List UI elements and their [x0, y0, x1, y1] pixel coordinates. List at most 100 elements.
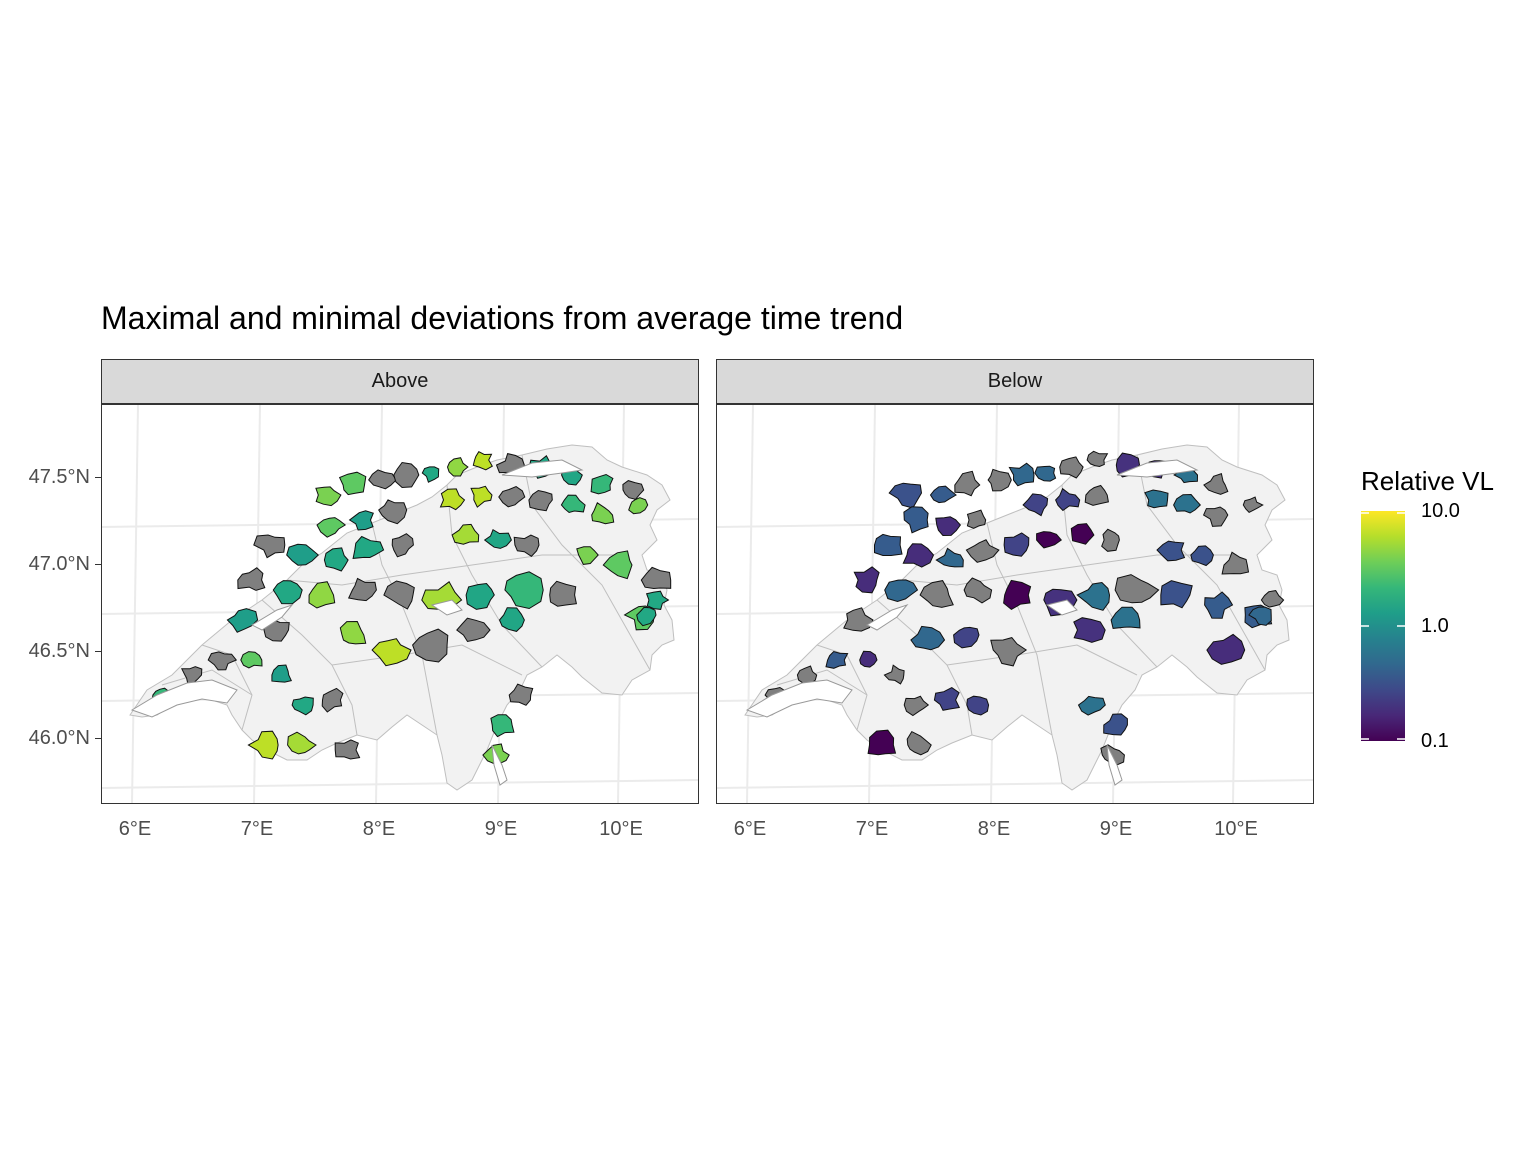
district — [1173, 493, 1201, 514]
panel-above: Above — [101, 359, 699, 804]
chart-title: Maximal and minimal deviations from aver… — [101, 300, 904, 336]
district — [490, 714, 515, 738]
district — [645, 590, 670, 610]
district — [953, 626, 980, 649]
district — [513, 534, 540, 557]
district — [884, 579, 919, 603]
district — [933, 687, 961, 711]
x-tick-label: 7°E — [240, 818, 274, 840]
district — [622, 480, 645, 500]
district — [1034, 465, 1057, 482]
district — [347, 577, 377, 602]
canton-border — [816, 644, 868, 731]
district — [391, 533, 414, 558]
district — [1101, 528, 1120, 552]
district — [859, 650, 878, 668]
district — [963, 577, 993, 604]
canton-border — [946, 644, 1138, 676]
x-tick-label: 10°E — [1214, 818, 1258, 840]
district — [271, 664, 293, 683]
district — [1022, 493, 1049, 517]
graticule-parallel — [102, 779, 698, 789]
district — [1204, 591, 1234, 619]
district — [1160, 580, 1193, 609]
district — [483, 528, 512, 549]
facet-strip-below: Below — [716, 359, 1314, 405]
district — [1036, 531, 1063, 549]
district — [316, 517, 347, 538]
district — [371, 638, 412, 667]
district — [1156, 540, 1186, 562]
district — [1242, 496, 1264, 514]
lake — [430, 599, 463, 616]
district — [903, 506, 929, 534]
district — [1110, 606, 1141, 629]
canton-border — [776, 669, 868, 696]
district — [383, 580, 415, 610]
district — [456, 617, 491, 643]
district — [323, 547, 349, 572]
x-tick-label: 7°E — [855, 818, 889, 840]
district — [903, 695, 930, 717]
district — [338, 471, 367, 496]
y-tick-label: 47.0°N — [28, 553, 90, 575]
canton-border — [1061, 484, 1158, 668]
district — [825, 650, 849, 669]
district — [1100, 744, 1125, 766]
district — [240, 651, 263, 669]
facet-strip-above: Above — [101, 359, 699, 405]
lake — [1106, 744, 1123, 786]
district — [966, 695, 990, 716]
canton-border — [286, 554, 622, 586]
district — [348, 510, 374, 531]
district — [180, 666, 203, 686]
y-tick-mark — [95, 738, 101, 739]
graticule-parallel — [717, 779, 1313, 789]
legend-label-max: 10.0 — [1421, 500, 1460, 522]
district — [237, 567, 266, 591]
district — [591, 502, 615, 525]
district — [446, 457, 469, 477]
district — [1103, 713, 1128, 736]
lake — [865, 603, 909, 631]
district — [906, 730, 932, 756]
district — [590, 473, 614, 495]
district — [1003, 532, 1030, 557]
district — [883, 664, 905, 685]
district — [321, 687, 344, 713]
graticule-meridian — [131, 405, 139, 803]
district — [339, 620, 367, 645]
district — [226, 608, 259, 633]
district — [1260, 590, 1285, 608]
district — [1248, 606, 1272, 626]
district — [628, 497, 649, 515]
y-tick-label: 46.0°N — [28, 727, 90, 749]
district — [1003, 579, 1032, 611]
map-plot-below — [716, 404, 1314, 804]
district — [1190, 545, 1214, 567]
district — [421, 466, 440, 483]
district — [498, 486, 526, 508]
district — [378, 499, 408, 525]
district — [576, 546, 599, 565]
district — [1073, 617, 1106, 643]
district — [528, 489, 553, 512]
district — [1070, 523, 1095, 545]
district — [560, 494, 586, 514]
district — [308, 581, 336, 609]
district — [966, 509, 987, 529]
district — [843, 607, 874, 632]
district — [207, 651, 238, 671]
lake — [491, 744, 508, 786]
district — [874, 533, 903, 556]
district — [451, 523, 480, 545]
canton-border — [201, 644, 253, 731]
legend-title: Relative VL — [1361, 466, 1494, 496]
district — [247, 730, 279, 760]
x-tick-label: 10°E — [599, 818, 643, 840]
district — [287, 731, 317, 755]
y-tick-mark — [95, 564, 101, 565]
district — [1084, 484, 1109, 506]
canton-border — [161, 669, 253, 696]
lake — [1045, 599, 1078, 616]
